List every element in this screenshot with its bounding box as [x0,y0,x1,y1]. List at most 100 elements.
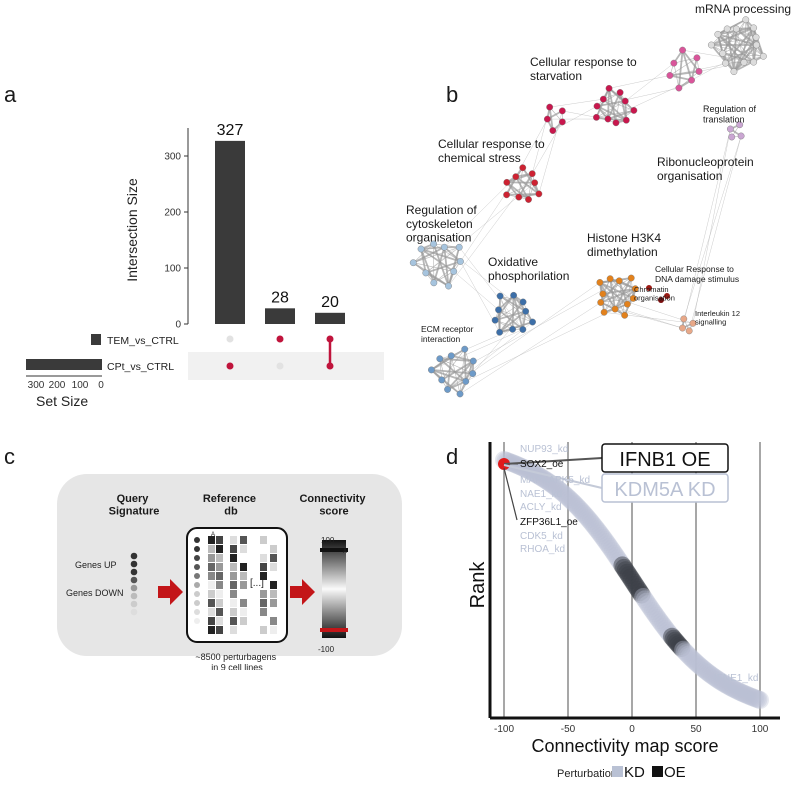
perturbagen-point [648,608,667,627]
label-line: phosphorilation [488,269,569,283]
perturbagen-point [733,684,752,703]
network-edge [494,301,524,321]
network-edge [745,19,754,63]
legend-title: Perturbation [557,768,617,780]
db-signature-dot [194,600,200,606]
network-edge [562,110,597,118]
perturbagen-point [749,690,768,709]
network-edge [499,295,533,323]
network-edge [464,360,475,382]
perturbagen-point [679,645,697,664]
label-mrna-processing: mRNA processing [695,2,791,16]
db-cell [240,599,247,607]
network-node [496,328,504,336]
db-cell [230,608,237,616]
network-node [666,72,674,79]
network-node [612,119,620,127]
perturbagen-point [651,613,670,632]
network-edge [413,243,434,263]
label-line: cytoskeleton [406,217,473,231]
perturbagen-point [599,535,617,554]
perturbagen-point [650,611,669,630]
intersection-bar [265,308,295,324]
perturbagen-point [743,688,761,707]
bar-value-label: 20 [321,294,339,311]
annotation-nup93: NUP93_kd [520,444,568,455]
matrix-dot [276,362,284,370]
db-cell [230,554,237,562]
db-cell [216,572,223,580]
db-cell [230,563,237,571]
network-edge [432,243,450,287]
perturbagen-point [709,670,728,689]
perturbagen-point [643,602,662,621]
network-edge [669,57,698,76]
network-edge [722,36,757,54]
perturbagen-point [723,679,742,698]
perturbagen-point [720,677,739,696]
annotation-rhoa: RHOA_kd [520,544,565,555]
db-cell [260,608,267,616]
db-cell [216,545,223,553]
db-cell [270,563,277,571]
network-node [495,306,502,314]
network-edge [722,52,754,63]
bar-value-label: 327 [217,122,244,139]
db-cell [260,599,267,607]
db-signature-dot [194,537,200,543]
set-size-tick-300: 300 [28,380,45,391]
db-cell [208,599,215,607]
label-line: starvation [530,69,582,83]
legend-oe-swatch [652,766,663,777]
network-edge [690,57,698,81]
network-edge [602,277,632,295]
set-size-label: Set Size [36,393,88,409]
set-size-tick-0: 0 [98,380,104,391]
db-cell [230,581,237,589]
set-size-tick-100: 100 [72,380,89,391]
label-line: chemical stress [438,151,521,165]
network-edge [506,172,533,184]
perturbagen-point [541,474,560,493]
perturbagen-point [690,656,709,675]
db-cell [230,626,237,634]
network-node [457,258,464,265]
perturbagen-point [565,494,584,513]
network-edge [608,88,617,123]
perturbagen-point [642,599,661,618]
perturbagen-point [583,514,601,533]
db-cell [260,590,267,598]
network-node [714,30,722,38]
perturbagen-point [571,501,590,520]
db-cell [270,599,277,607]
network-node [456,390,464,398]
perturbagen-point [645,604,664,623]
network-node [599,95,607,103]
label-line: translation [703,114,745,124]
db-cell [270,554,277,562]
network-edge [498,309,533,323]
network-node [417,245,425,253]
network-node [525,196,532,203]
perturbagen-point [747,689,766,708]
network-edge [420,248,435,284]
reference-db-title: Reference db [203,493,259,518]
network-node [737,132,745,140]
network-node [543,115,551,123]
perturbagen-point [568,497,587,516]
network-edge [549,98,604,108]
perturbagen-point [560,489,579,508]
network-node [680,315,688,323]
network-node [599,290,607,298]
panel-a-letter: a [4,82,17,107]
ifnb1-callout: IFNB1 OE [619,449,710,471]
network-node [736,121,744,129]
network-edge [439,357,474,362]
network-node [436,355,444,363]
network-node [519,326,527,333]
label-line: organisation [657,169,722,183]
set-label-tem: TEM_vs_CTRL [107,335,179,347]
db-column-marker: A [211,532,215,538]
network-edge [413,246,460,263]
query-dots [130,552,138,616]
